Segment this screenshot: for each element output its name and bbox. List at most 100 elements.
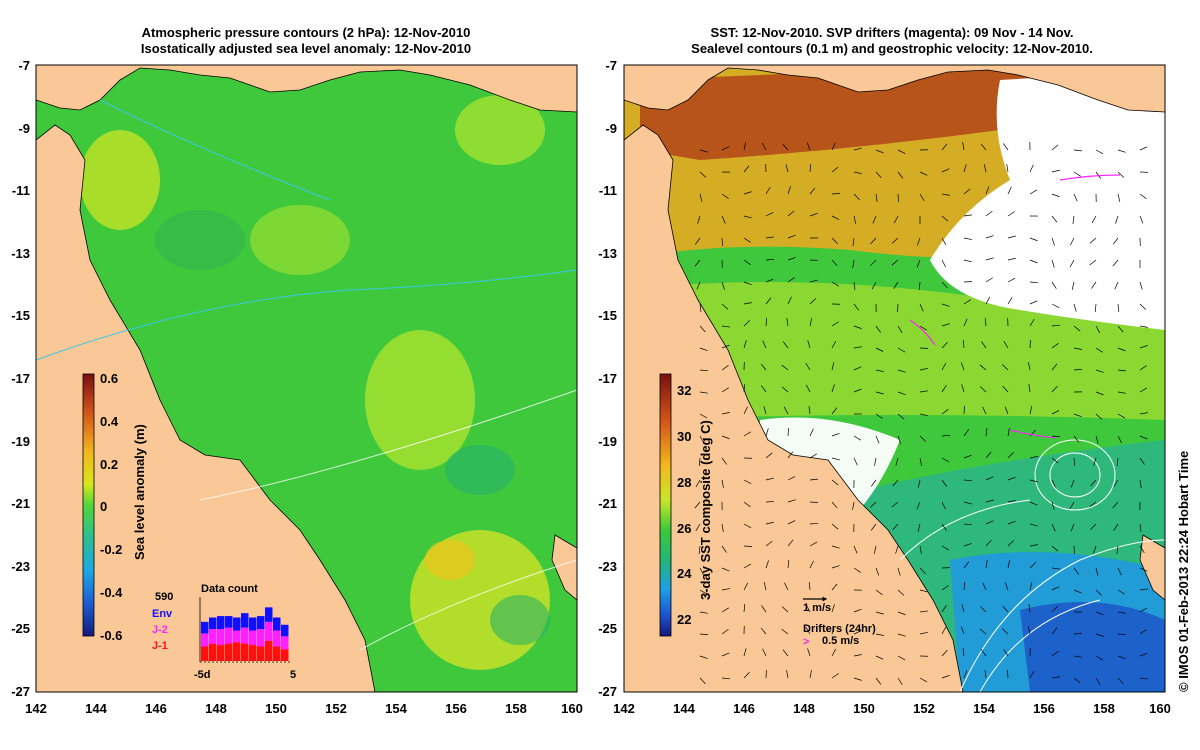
velocity-arrow <box>963 501 972 505</box>
right-y-tick: -27 <box>598 684 617 699</box>
velocity-arrow <box>1117 303 1120 312</box>
velocity-arrow <box>897 325 903 334</box>
velocity-arrow <box>697 215 701 224</box>
velocity-arrow <box>961 384 965 393</box>
velocity-arrow <box>809 279 818 283</box>
velocity-arrow <box>831 281 839 287</box>
velocity-arrow <box>721 652 730 657</box>
velocity-arrow <box>1117 633 1126 636</box>
velocity-arrow <box>875 633 884 636</box>
velocity-arrow <box>831 565 840 569</box>
velocity-arrow <box>743 237 751 243</box>
velocity-arrow <box>853 215 857 224</box>
data-count-legend-j1: J-1 <box>152 640 168 652</box>
velocity-arrow <box>809 453 817 459</box>
velocity-arrow <box>963 543 972 547</box>
velocity-arrow <box>853 677 862 681</box>
velocity-arrow <box>1139 412 1148 415</box>
velocity-arrow <box>895 545 899 554</box>
velocity-arrow <box>743 648 747 657</box>
velocity-arrow <box>916 259 921 268</box>
velocity-arrow <box>875 369 884 372</box>
velocity-arrow <box>699 413 708 419</box>
velocity-arrow <box>870 237 877 245</box>
velocity-arrow <box>1007 476 1016 481</box>
right-x-tick: 146 <box>733 701 755 716</box>
velocity-arrow <box>853 654 862 657</box>
velocity-arrow <box>941 341 948 349</box>
data-count-bar <box>281 649 289 661</box>
data-count-bar <box>257 629 265 647</box>
velocity-arrow <box>809 298 817 305</box>
velocity-arrow <box>786 670 789 679</box>
velocity-arrow <box>941 323 950 327</box>
velocity-arrow <box>1028 384 1031 393</box>
velocity-arrow <box>765 236 774 239</box>
velocity-arrow <box>721 237 723 247</box>
velocity-arrow <box>897 677 903 685</box>
velocity-arrow <box>760 627 767 635</box>
right-sealevel-contour <box>899 499 1031 561</box>
velocity-arrow <box>1029 544 1038 547</box>
velocity-arrow <box>721 457 728 465</box>
left-title-line2: Isostatically adjusted sea level anomaly… <box>141 41 471 56</box>
right-hot-band <box>640 65 1060 160</box>
velocity-arrow <box>743 604 746 613</box>
velocity-arrow <box>875 193 878 202</box>
velocity-arrow <box>787 296 792 305</box>
right-map-frame <box>623 64 1166 693</box>
left-y-tick: -9 <box>18 121 30 136</box>
velocity-arrow <box>1051 259 1055 268</box>
velocity-arrow <box>1051 343 1059 349</box>
velocity-arrow <box>831 545 840 549</box>
left-pressure-contour <box>199 389 577 501</box>
data-count-bar <box>257 646 265 661</box>
velocity-arrow <box>1095 435 1099 444</box>
data-count-bar <box>209 643 217 661</box>
velocity-arrow <box>941 408 949 415</box>
right-colder-band <box>1020 602 1165 692</box>
velocity-arrow <box>1139 652 1148 657</box>
velocity-arrow <box>743 523 752 529</box>
left-pressure-contour <box>359 559 577 651</box>
velocity-arrow <box>721 344 730 349</box>
velocity-arrow <box>743 501 751 508</box>
velocity-arrow <box>831 583 838 591</box>
velocity-arrow <box>1051 435 1060 438</box>
velocity-arrow <box>1029 189 1038 195</box>
velocity-arrow <box>963 670 968 679</box>
velocity-arrow <box>1051 501 1055 510</box>
velocity-arrow <box>872 215 877 224</box>
sla-colorbar-tick: 0.4 <box>100 414 119 429</box>
velocity-arrow <box>919 435 926 442</box>
velocity-arrow <box>781 386 789 393</box>
velocity-arrow <box>897 435 901 444</box>
sla-colorbar-label: Sea level anomaly (m) <box>132 424 147 560</box>
velocity-arrow <box>941 649 948 657</box>
velocity-arrow <box>1029 501 1038 506</box>
velocity-arrow <box>743 431 751 437</box>
velocity-arrow <box>897 413 905 420</box>
data-count-bar <box>257 616 265 630</box>
velocity-arrow <box>985 186 990 195</box>
velocity-arrow <box>831 604 835 613</box>
left-y-tick: -17 <box>11 371 30 386</box>
velocity-arrow <box>831 192 840 195</box>
velocity-arrow <box>721 387 729 393</box>
velocity-arrow <box>699 611 708 614</box>
left-land-australia <box>36 124 376 692</box>
velocity-arrow <box>765 278 774 283</box>
velocity-arrow <box>1139 607 1148 613</box>
velocity-arrow <box>919 325 927 331</box>
velocity-arrow <box>985 428 988 437</box>
velocity-arrow <box>1004 582 1009 591</box>
velocity-arrow <box>897 611 906 616</box>
velocity-arrow <box>1112 501 1119 509</box>
velocity-arrow <box>721 628 729 635</box>
velocity-arrow <box>1028 604 1031 613</box>
velocity-arrow <box>963 188 971 195</box>
velocity-arrow <box>809 318 813 327</box>
velocity-arrow <box>765 317 767 327</box>
velocity-arrow <box>1139 677 1148 680</box>
velocity-arrow <box>1069 501 1075 510</box>
